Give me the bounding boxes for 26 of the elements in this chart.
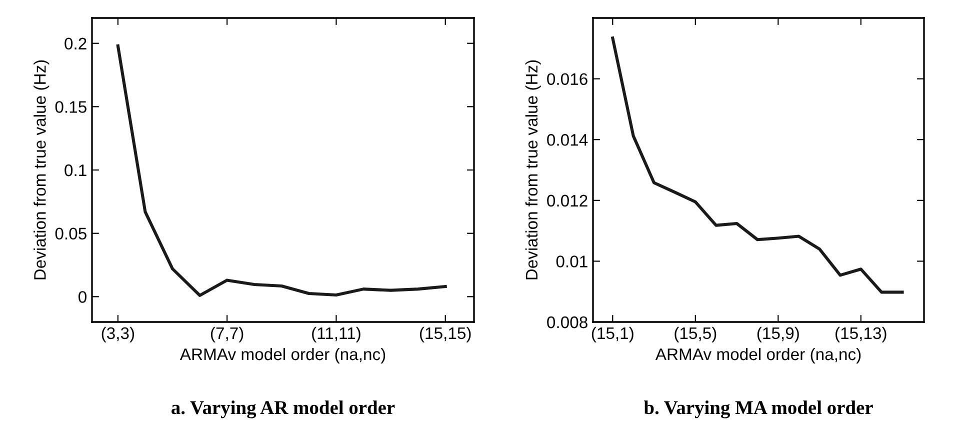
y-tick-label: 0.1 [64, 164, 86, 176]
x-tick-label: (15,9) [757, 326, 799, 342]
x-axis-title: ARMAv model order (na,nc) [180, 348, 386, 364]
y-tick-label: 0.15 [55, 101, 86, 113]
y-axis-title: Deviation from true value (Hz) [34, 60, 50, 280]
y-tick-label: 0.012 [547, 194, 588, 207]
y-tick-label: 0.008 [547, 316, 588, 328]
line-series [116, 44, 447, 297]
y-tick-label: 0.014 [547, 134, 588, 146]
y-tick-label: 0.016 [547, 73, 588, 86]
y-axis-title: Deviation from true value (Hz) [525, 60, 541, 280]
line-series [611, 36, 904, 294]
text: a. Varying AR model order [172, 400, 395, 418]
x-tick-label: (7,7) [210, 326, 244, 342]
y-tick-label: 0.05 [55, 228, 86, 240]
x-axis-title: ARMAv model order (na,nc) [655, 348, 861, 364]
y-tick-label: 0.01 [556, 256, 588, 268]
text: b. Varying MA model order [644, 400, 873, 418]
x-tick-label: (15,1) [592, 326, 634, 342]
x-tick-label: (15,13) [836, 326, 886, 342]
x-tick-label: (11,11) [312, 326, 360, 342]
y-tick-label: 0.2 [64, 38, 86, 50]
x-tick-label: (3,3) [102, 326, 134, 342]
x-tick-label: (15,5) [674, 326, 716, 342]
y-tick-label: 0 [78, 291, 86, 303]
x-tick-label: (15,15) [420, 326, 471, 342]
